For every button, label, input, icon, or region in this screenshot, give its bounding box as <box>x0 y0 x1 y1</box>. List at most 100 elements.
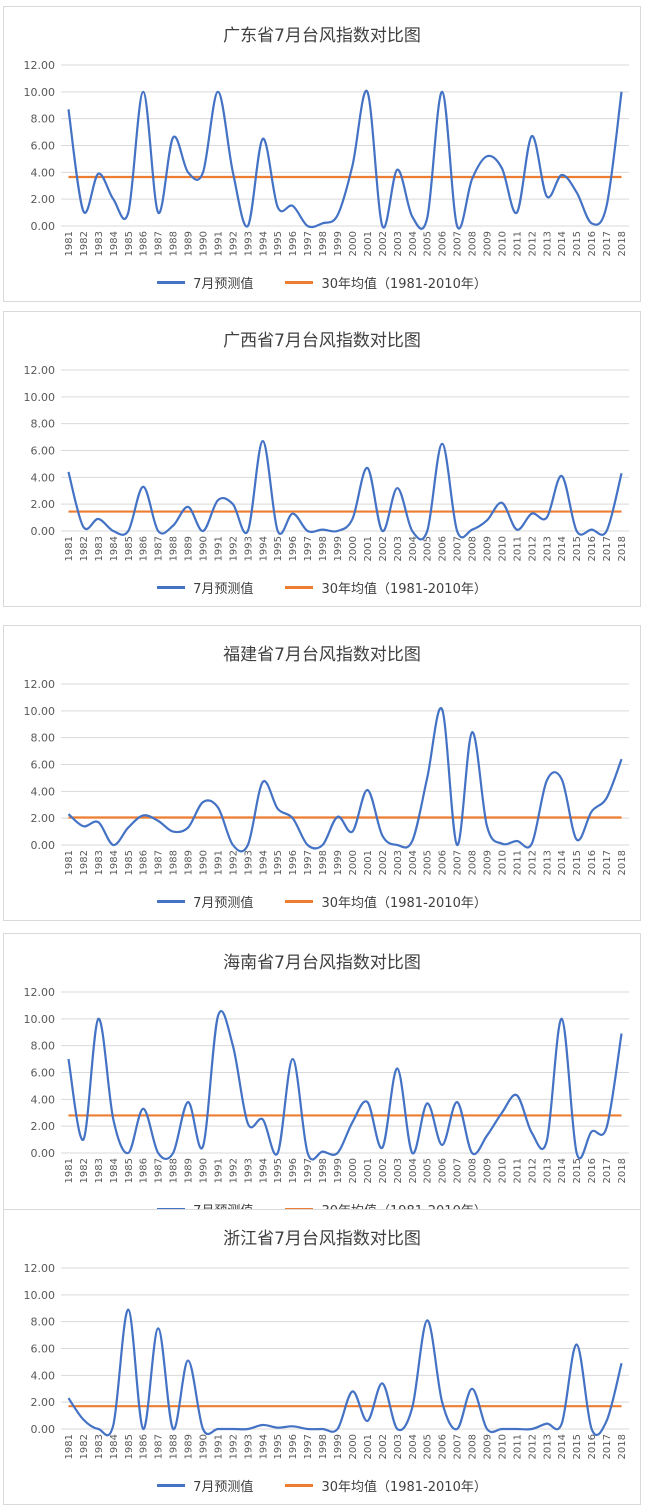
x-tick-label: 2017 <box>602 231 613 256</box>
x-tick-label: 2011 <box>512 231 523 256</box>
chart-panel: 海南省7月台风指数对比图 0.00 2.00 4.00 6.00 8.00 10.00 12.… <box>3 933 641 1229</box>
y-tick-label: 2.00 <box>31 1120 56 1133</box>
x-tick-label: 2010 <box>497 1158 508 1183</box>
legend-item: 7月预测值 <box>157 892 253 911</box>
x-tick-label: 1989 <box>184 1158 195 1183</box>
x-tick-label: 1988 <box>169 1434 180 1459</box>
x-tick-label: 1985 <box>124 1434 135 1459</box>
x-tick-label: 1991 <box>213 850 224 875</box>
chart-plot: 0.00 2.00 4.00 6.00 8.00 10.00 12.00 1981 1982 19… <box>24 986 629 1183</box>
x-tick-label: 1997 <box>303 536 314 561</box>
x-tick-label: 2012 <box>527 1434 538 1459</box>
x-tick-label: 1987 <box>154 1158 165 1183</box>
x-tick-label: 2016 <box>587 1434 598 1459</box>
x-tick-label: 1993 <box>243 850 254 875</box>
y-tick-label: 8.00 <box>31 113 56 126</box>
x-tick-label: 1992 <box>228 231 239 256</box>
x-tick-label: 1991 <box>213 1434 224 1459</box>
chart-title: 广西省7月台风指数对比图 <box>223 331 421 351</box>
x-tick-label: 1997 <box>303 850 314 875</box>
x-tick-label: 2016 <box>587 1158 598 1183</box>
predicted-series-line <box>67 706 623 853</box>
x-tick-label: 2008 <box>468 1158 479 1183</box>
x-tick-label: 2010 <box>497 536 508 561</box>
x-tick-label: 2000 <box>348 231 359 256</box>
x-tick-label: 2009 <box>483 1158 494 1183</box>
x-tick-label: 2008 <box>468 1434 479 1459</box>
x-tick-label: 1981 <box>64 850 75 875</box>
x-tick-label: 1985 <box>124 536 135 561</box>
predicted-series-line <box>67 440 623 541</box>
x-tick-label: 1988 <box>169 850 180 875</box>
legend-swatch <box>285 586 314 589</box>
legend-label: 7月预测值 <box>193 1480 254 1495</box>
x-tick-label: 1981 <box>64 1434 75 1459</box>
x-tick-label: 1982 <box>79 1434 90 1459</box>
x-tick-label: 2005 <box>423 850 434 875</box>
x-tick-label: 1987 <box>154 231 165 256</box>
x-tick-label: 2013 <box>542 1434 553 1459</box>
chart-panel: 福建省7月台风指数对比图 0.00 2.00 4.00 6.00 8.00 10.00 12.… <box>3 625 641 921</box>
x-tick-label: 2018 <box>617 536 628 561</box>
y-tick-label: 6.00 <box>31 1067 56 1080</box>
x-tick-label: 1986 <box>139 850 150 875</box>
x-tick-label: 1998 <box>318 231 329 256</box>
x-tick-label: 1981 <box>64 1158 75 1183</box>
x-tick-label: 2014 <box>557 1434 568 1459</box>
x-tick-label: 1981 <box>64 536 75 561</box>
x-tick-label: 2018 <box>617 850 628 875</box>
legend-label: 30年均值（1981-2010年） <box>321 582 487 597</box>
x-tick-label: 1994 <box>258 536 269 561</box>
legend-label: 7月预测值 <box>193 582 254 597</box>
x-tick-label: 1989 <box>184 231 195 256</box>
y-tick-label: 10.00 <box>24 1289 56 1302</box>
chart-panel: 广西省7月台风指数对比图 0.00 2.00 4.00 6.00 8.00 10.00 12.… <box>3 311 641 607</box>
y-tick-label: 0.00 <box>31 1147 56 1160</box>
y-tick-label: 2.00 <box>31 193 56 206</box>
x-tick-label: 2006 <box>438 536 449 561</box>
legend-item: 30年均值（1981-2010年） <box>285 273 487 292</box>
x-tick-label: 2002 <box>378 850 389 875</box>
x-tick-label: 2003 <box>393 1158 404 1183</box>
x-tick-label: 2005 <box>423 231 434 256</box>
x-tick-label: 1997 <box>303 231 314 256</box>
x-tick-label: 1994 <box>258 1434 269 1459</box>
x-tick-label: 2003 <box>393 231 404 256</box>
legend-item: 30年均值（1981-2010年） <box>285 1476 487 1495</box>
x-tick-label: 2004 <box>408 231 419 256</box>
x-tick-label: 2006 <box>438 850 449 875</box>
legend-swatch <box>285 1484 314 1487</box>
x-tick-label: 1992 <box>228 850 239 875</box>
y-tick-label: 0.00 <box>31 1423 56 1436</box>
x-tick-label: 2015 <box>572 536 583 561</box>
x-tick-label: 1987 <box>154 850 165 875</box>
chart-legend: 7月预测值 30年均值（1981-2010年） <box>4 892 640 911</box>
chart-plot: 0.00 2.00 4.00 6.00 8.00 10.00 12.00 1981 1982 19… <box>24 59 629 256</box>
x-tick-label: 1995 <box>273 1158 284 1183</box>
x-tick-label: 2003 <box>393 536 404 561</box>
x-tick-label: 1986 <box>139 1158 150 1183</box>
x-tick-label: 1987 <box>154 1434 165 1459</box>
x-tick-label: 2003 <box>393 1434 404 1459</box>
x-tick-label: 1985 <box>124 231 135 256</box>
x-tick-label: 2013 <box>542 536 553 561</box>
x-tick-label: 2007 <box>453 231 464 256</box>
legend-swatch <box>157 900 186 903</box>
x-tick-label: 1993 <box>243 536 254 561</box>
x-tick-label: 1983 <box>94 1158 105 1183</box>
x-tick-label: 2004 <box>408 536 419 561</box>
x-tick-label: 1983 <box>94 850 105 875</box>
x-tick-label: 1994 <box>258 850 269 875</box>
y-tick-label: 8.00 <box>31 418 56 431</box>
x-tick-label: 1990 <box>199 231 210 256</box>
x-tick-label: 2018 <box>617 1158 628 1183</box>
x-tick-label: 2006 <box>438 1158 449 1183</box>
x-tick-label: 1999 <box>333 536 344 561</box>
x-tick-label: 1986 <box>139 536 150 561</box>
predicted-series-line <box>67 1308 623 1437</box>
chart-plot: 0.00 2.00 4.00 6.00 8.00 10.00 12.00 1981 1982 19… <box>24 678 629 875</box>
x-tick-label: 2008 <box>468 231 479 256</box>
legend-label: 30年均值（1981-2010年） <box>321 896 487 911</box>
x-tick-label: 2001 <box>363 850 374 875</box>
x-tick-label: 2017 <box>602 1158 613 1183</box>
